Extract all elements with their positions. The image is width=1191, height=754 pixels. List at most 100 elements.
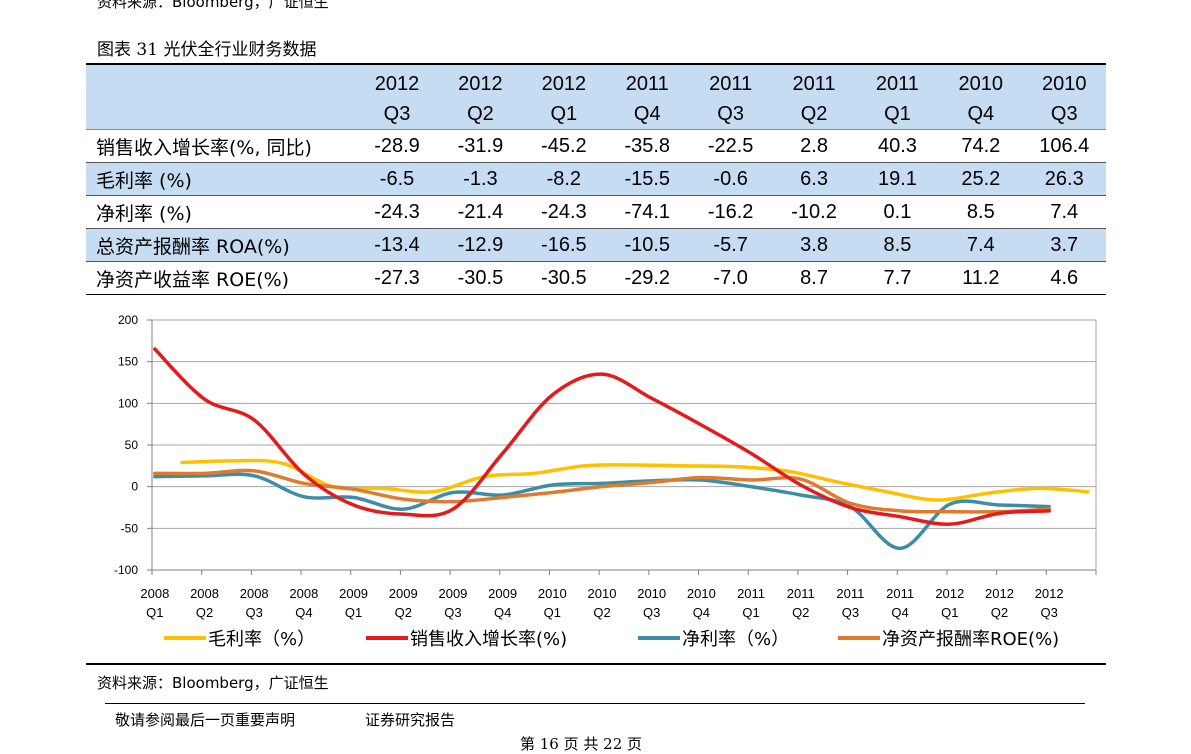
x-tick-label-year: 2010	[637, 586, 666, 601]
x-tick-label-year: 2008	[289, 586, 318, 601]
x-tick-label-year: 2011	[737, 586, 765, 601]
x-tick-label-quarter: Q3	[444, 605, 461, 620]
table-row: 销售收入增长率(%, 同比) -28.9 -31.9 -45.2 -35.8 -…	[86, 129, 1106, 163]
table-cell: -28.9	[355, 129, 439, 163]
x-tick-label-quarter: Q2	[593, 605, 610, 620]
x-tick-label-quarter: Q1	[742, 605, 759, 620]
table-cell: 7.7	[855, 261, 940, 295]
y-tick-label: 100	[118, 396, 138, 410]
table-cell: 6.3	[772, 162, 856, 196]
table-cell: -21.4	[438, 195, 523, 229]
y-tick-label: 0	[131, 480, 138, 494]
table-cell: -16.2	[688, 195, 773, 229]
table-row: 总资产报酬率 ROA(%) -13.4 -12.9 -16.5 -10.5 -5…	[86, 228, 1106, 262]
table-cell: 106.4	[1022, 129, 1106, 163]
table-cell: -74.1	[605, 195, 689, 229]
table-header-years: 2012 2012 2012 2011 2011 2011 2011 2010 …	[86, 63, 1106, 99]
table-cell: 11.2	[939, 261, 1023, 295]
table-cell: -30.5	[438, 261, 523, 295]
y-tick-label: -100	[114, 563, 138, 577]
table-cell: -16.5	[522, 228, 606, 262]
source-note-bottom: 资料来源：Bloomberg，广证恒生	[97, 674, 329, 692]
table-cell: -12.9	[438, 228, 523, 262]
x-tick-label-year: 2008	[240, 586, 269, 601]
table-cell: 0.1	[855, 195, 940, 229]
x-tick-label-year: 2012	[935, 586, 964, 601]
x-tick-label-quarter: Q2	[196, 605, 213, 620]
table-cell: 19.1	[855, 162, 940, 196]
x-tick-label-quarter: Q1	[345, 605, 362, 620]
row-label: 总资产报酬率 ROA(%)	[86, 228, 356, 262]
table-cell: -5.7	[688, 228, 773, 262]
table-cell: -10.2	[772, 195, 856, 229]
row-label: 毛利率 (%)	[86, 162, 356, 196]
x-tick-label-year: 2012	[985, 586, 1014, 601]
y-tick-label: 150	[118, 355, 138, 369]
header-quarter: Q4	[939, 99, 1023, 130]
header-quarter: Q1	[522, 99, 606, 130]
x-tick-label-year: 2010	[687, 586, 716, 601]
header-quarter: Q3	[1022, 99, 1106, 130]
header-year: 2011	[688, 63, 773, 99]
x-tick-label-quarter: Q4	[494, 605, 511, 620]
y-tick-label: 50	[125, 438, 139, 452]
table-cell: 74.2	[939, 129, 1023, 163]
legend-label: 毛利率（%）	[208, 629, 315, 650]
series-line	[153, 468, 1051, 514]
table-cell: -31.9	[438, 129, 523, 163]
table-cell: -10.5	[605, 228, 689, 262]
table-cell: -27.3	[355, 261, 439, 295]
header-quarter: Q4	[605, 99, 689, 130]
x-tick-label-year: 2012	[1035, 586, 1064, 601]
x-tick-label-year: 2011	[886, 586, 914, 601]
table-cell: -24.3	[355, 195, 439, 229]
header-year: 2012	[438, 63, 523, 99]
page-number: 第 16 页 共 22 页	[520, 735, 643, 753]
table-cell: -22.5	[688, 129, 773, 163]
table-cell: 4.6	[1022, 261, 1106, 295]
x-tick-label-year: 2011	[836, 586, 864, 601]
legend-label: 净资产报酬率ROE(%)	[882, 629, 1059, 650]
financial-data-table: 2012 2012 2012 2011 2011 2011 2011 2010 …	[86, 63, 1106, 295]
x-tick-label-quarter: Q1	[146, 605, 163, 620]
row-label: 净利率 (%)	[86, 195, 356, 229]
table-cell: 8.5	[939, 195, 1023, 229]
x-tick-label-year: 2009	[389, 586, 418, 601]
figure-title: 图表 31 光伏全行业财务数据	[97, 40, 317, 60]
header-year: 2012	[355, 63, 439, 99]
header-year: 2011	[772, 63, 856, 99]
table-cell: -8.2	[522, 162, 606, 196]
table-cell: -7.0	[688, 261, 773, 295]
report-type: 证券研究报告	[365, 711, 456, 729]
x-tick-label-quarter: Q2	[792, 605, 809, 620]
x-tick-label-year: 2010	[538, 586, 567, 601]
series-line	[153, 472, 1051, 551]
x-tick-label-quarter: Q4	[891, 605, 908, 620]
header-quarter: Q2	[438, 99, 523, 130]
footer-divider	[105, 703, 1085, 704]
header-year: 2011	[855, 63, 940, 99]
x-tick-label-quarter: Q1	[941, 605, 958, 620]
header-year: 2010	[939, 63, 1023, 99]
x-tick-label-year: 2009	[488, 586, 517, 601]
table-cell: 3.8	[772, 228, 856, 262]
table-cell: 26.3	[1022, 162, 1106, 196]
x-tick-label-quarter: Q3	[1040, 605, 1057, 620]
table-row: 净资产收益率 ROE(%) -27.3 -30.5 -30.5 -29.2 -7…	[86, 261, 1106, 295]
table-cell: -1.3	[438, 162, 523, 196]
table-cell: -35.8	[605, 129, 689, 163]
x-tick-label-quarter: Q2	[395, 605, 412, 620]
header-quarter: Q3	[355, 99, 439, 130]
table-row: 毛利率 (%) -6.5 -1.3 -8.2 -15.5 -0.6 6.3 19…	[86, 162, 1106, 196]
y-tick-label: -50	[121, 521, 139, 535]
table-cell: 25.2	[939, 162, 1023, 196]
x-tick-label-quarter: Q3	[643, 605, 660, 620]
header-empty-cell	[86, 63, 356, 99]
x-tick-label-year: 2009	[438, 586, 467, 601]
x-tick-label-quarter: Q3	[842, 605, 859, 620]
x-tick-label-quarter: Q3	[246, 605, 263, 620]
disclaimer-note: 敬请参阅最后一页重要声明	[115, 711, 296, 729]
row-label: 净资产收益率 ROE(%)	[86, 261, 356, 295]
divider	[86, 663, 1106, 665]
y-tick-label: 200	[118, 313, 138, 327]
